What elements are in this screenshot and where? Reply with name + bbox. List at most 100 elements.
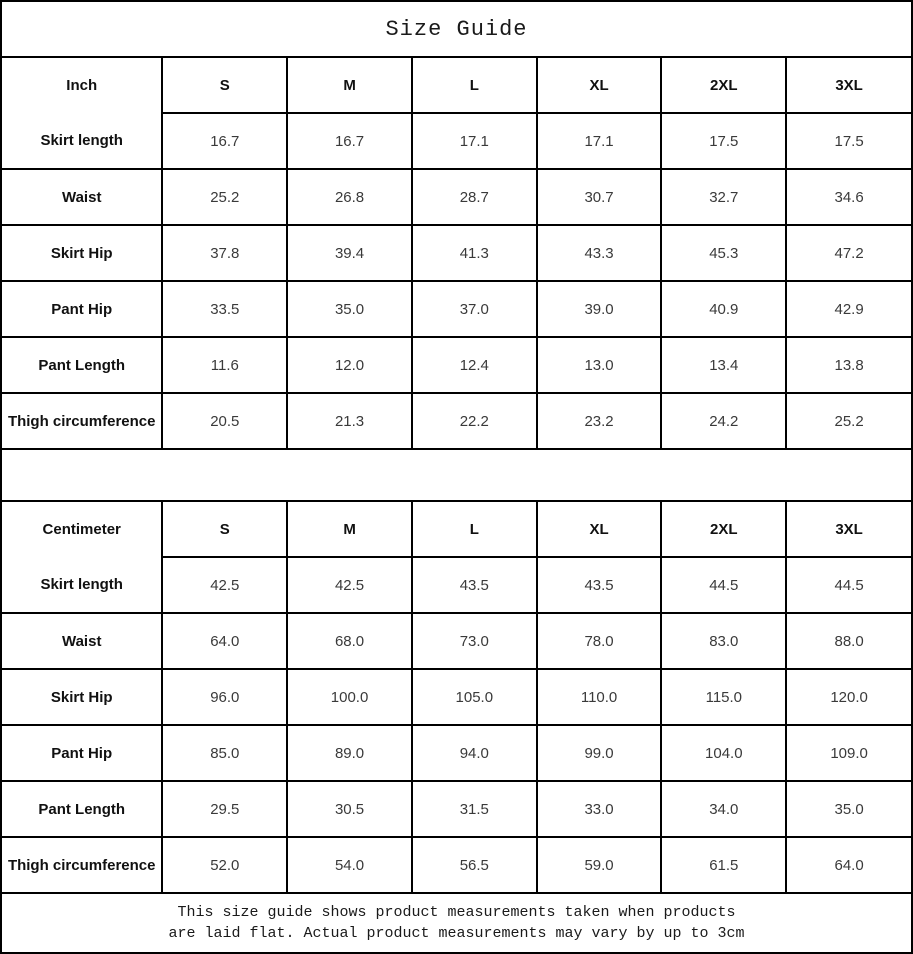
table-spacer	[2, 448, 911, 502]
measurement-row: Skirt Hip 96.0 100.0 105.0 110.0 115.0 120.0	[2, 668, 911, 726]
measurement-value-cell: 44.5	[785, 556, 911, 614]
measurement-value-cell: 109.0	[785, 724, 911, 782]
measurement-label-cell: Skirt length	[2, 113, 164, 170]
measurement-row: Pant Hip 33.5 35.0 37.0 39.0 40.9 42.9	[2, 280, 911, 338]
measurement-value-cell: 43.5	[535, 556, 663, 614]
measurement-value-cell: 31.5	[410, 780, 538, 838]
measurement-value-cell: 25.2	[785, 392, 911, 448]
measurement-row: Pant Hip 85.0 89.0 94.0 99.0 104.0 109.0	[2, 724, 911, 782]
measurement-row: Waist 25.2 26.8 28.7 30.7 32.7 34.6	[2, 168, 911, 226]
measurement-value-cell: 61.5	[660, 836, 788, 892]
measurement-value-cell: 110.0	[535, 668, 663, 726]
measurement-value-cell: 20.5	[161, 392, 289, 448]
disclaimer: This size guide shows product measuremen…	[2, 892, 911, 952]
measurement-value-cell: 104.0	[660, 724, 788, 782]
measurement-value-cell: 73.0	[410, 612, 538, 670]
measurement-value-cell: 42.9	[785, 280, 911, 338]
size-column-header: L	[410, 502, 538, 557]
disclaimer-line-1: This size guide shows product measuremen…	[177, 904, 736, 921]
measurement-label-cell: Pant Length	[2, 780, 164, 838]
measurement-value-cell: 68.0	[286, 612, 413, 670]
page-title: Size Guide	[385, 16, 528, 42]
measurement-value-cell: 33.5	[161, 280, 289, 338]
size-column-header: M	[286, 502, 413, 557]
disclaimer-line-2: are laid flat. Actual product measuremen…	[168, 925, 745, 942]
size-column-header: 2XL	[660, 58, 788, 113]
measurement-value-cell: 17.1	[410, 112, 538, 170]
title-bar: Size Guide	[2, 2, 911, 58]
measurement-value-cell: 56.5	[410, 836, 538, 892]
measurement-value-cell: 83.0	[660, 612, 788, 670]
size-column-header: XL	[535, 502, 663, 557]
measurement-value-cell: 120.0	[785, 668, 911, 726]
size-header-row: Inch S M L XL 2XL 3XL	[2, 58, 911, 113]
measurement-value-cell: 105.0	[410, 668, 538, 726]
measurement-row: Thigh circumference 52.0 54.0 56.5 59.0 61.5 6…	[2, 836, 911, 892]
measurement-label-cell: Waist	[2, 612, 164, 670]
centimeter-size-table: Centimeter S M L XL 2XL 3XL Skirt length 42.5 42.…	[2, 502, 911, 892]
measurement-value-cell: 34.0	[660, 780, 788, 838]
measurement-value-cell: 42.5	[161, 556, 289, 614]
measurement-value-cell: 64.0	[785, 836, 911, 892]
measurement-value-cell: 17.5	[785, 112, 911, 170]
size-column-header: L	[410, 58, 538, 113]
measurement-value-cell: 30.5	[286, 780, 413, 838]
measurement-row: Pant Length 29.5 30.5 31.5 33.0 34.0 35.0	[2, 780, 911, 838]
measurement-value-cell: 32.7	[660, 168, 788, 226]
measurement-value-cell: 52.0	[161, 836, 289, 892]
measurement-value-cell: 25.2	[161, 168, 289, 226]
measurement-value-cell: 11.6	[161, 336, 289, 394]
size-column-header: XL	[535, 58, 663, 113]
measurement-value-cell: 17.5	[660, 112, 788, 170]
size-column-header: 3XL	[785, 502, 911, 557]
unit-header-cell: Centimeter	[2, 502, 164, 557]
measurement-value-cell: 30.7	[535, 168, 663, 226]
measurement-value-cell: 115.0	[660, 668, 788, 726]
measurement-value-cell: 100.0	[286, 668, 413, 726]
size-column-header: 2XL	[660, 502, 788, 557]
measurement-value-cell: 22.2	[410, 392, 538, 448]
measurement-value-cell: 85.0	[161, 724, 289, 782]
measurement-value-cell: 39.4	[286, 224, 413, 282]
measurement-row: Waist 64.0 68.0 73.0 78.0 83.0 88.0	[2, 612, 911, 670]
measurement-label-cell: Skirt length	[2, 557, 164, 614]
measurement-value-cell: 40.9	[660, 280, 788, 338]
measurement-value-cell: 37.0	[410, 280, 538, 338]
measurement-value-cell: 78.0	[535, 612, 663, 670]
measurement-value-cell: 24.2	[660, 392, 788, 448]
measurement-value-cell: 16.7	[286, 112, 413, 170]
measurement-value-cell: 35.0	[286, 280, 413, 338]
measurement-value-cell: 21.3	[286, 392, 413, 448]
measurement-label-cell: Thigh circumference	[2, 836, 164, 892]
measurement-value-cell: 12.4	[410, 336, 538, 394]
measurement-value-cell: 42.5	[286, 556, 413, 614]
measurement-label-cell: Pant Hip	[2, 280, 164, 338]
measurement-value-cell: 44.5	[660, 556, 788, 614]
measurement-value-cell: 94.0	[410, 724, 538, 782]
measurement-value-cell: 17.1	[535, 112, 663, 170]
measurement-value-cell: 41.3	[410, 224, 538, 282]
measurement-value-cell: 33.0	[535, 780, 663, 838]
measurement-value-cell: 54.0	[286, 836, 413, 892]
measurement-value-cell: 39.0	[535, 280, 663, 338]
measurement-value-cell: 13.8	[785, 336, 911, 394]
size-column-header: M	[286, 58, 413, 113]
inch-size-table: Inch S M L XL 2XL 3XL Skirt length 16.7 16.7 17.1 1…	[2, 58, 911, 448]
measurement-label-cell: Pant Length	[2, 336, 164, 394]
measurement-value-cell: 16.7	[161, 112, 289, 170]
measurement-value-cell: 89.0	[286, 724, 413, 782]
measurement-row: Skirt Hip 37.8 39.4 41.3 43.3 45.3 47.2	[2, 224, 911, 282]
measurement-label-cell: Skirt Hip	[2, 668, 164, 726]
measurement-value-cell: 64.0	[161, 612, 289, 670]
size-column-header: S	[161, 502, 289, 557]
measurement-row: Thigh circumference 20.5 21.3 22.2 23.2 24.2 2…	[2, 392, 911, 448]
measurement-row: Skirt length 16.7 16.7 17.1 17.1 17.5 17.5	[2, 112, 911, 170]
measurement-value-cell: 43.3	[535, 224, 663, 282]
measurement-label-cell: Pant Hip	[2, 724, 164, 782]
measurement-value-cell: 59.0	[535, 836, 663, 892]
measurement-value-cell: 13.4	[660, 336, 788, 394]
measurement-value-cell: 35.0	[785, 780, 911, 838]
measurement-value-cell: 12.0	[286, 336, 413, 394]
measurement-value-cell: 29.5	[161, 780, 289, 838]
measurement-row: Pant Length 11.6 12.0 12.4 13.0 13.4 13.8	[2, 336, 911, 394]
